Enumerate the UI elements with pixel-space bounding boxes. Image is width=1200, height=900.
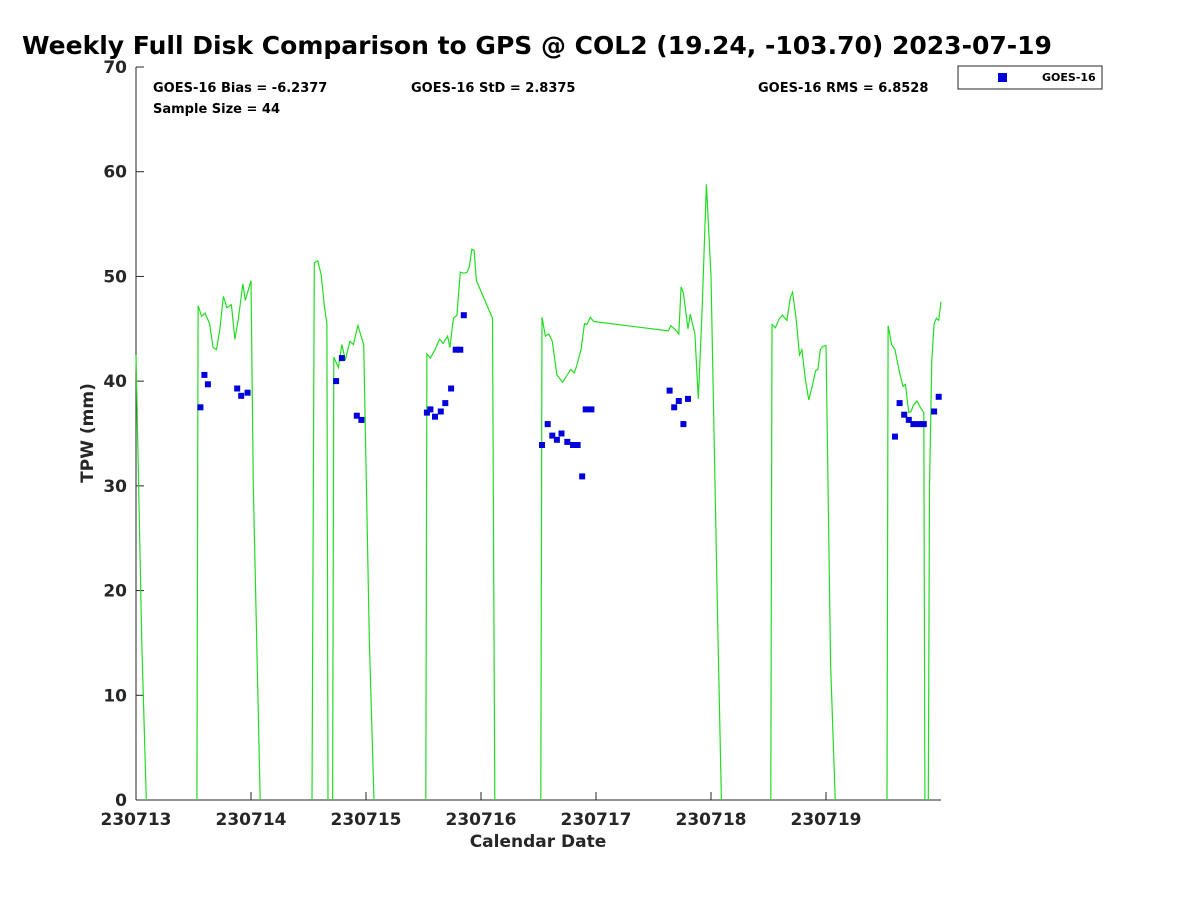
goes-16-point bbox=[920, 421, 927, 428]
x-tick-label: 230715 bbox=[331, 810, 402, 830]
goes-16-point bbox=[570, 442, 576, 448]
chart-title: Weekly Full Disk Comparison to GPS @ COL… bbox=[22, 31, 1052, 60]
goes-16-point bbox=[553, 436, 560, 443]
x-axis-label: Calendar Date bbox=[470, 832, 607, 852]
legend-label-goes-16: GOES-16 bbox=[1042, 71, 1096, 84]
y-tick-label: 40 bbox=[103, 372, 127, 392]
goes-16-point bbox=[579, 473, 586, 480]
gps-line-segment bbox=[311, 259, 329, 801]
goes-16-point bbox=[457, 346, 464, 353]
goes-16-point bbox=[564, 438, 571, 445]
goes-16-point bbox=[931, 408, 938, 415]
gps-line-segment bbox=[135, 354, 147, 801]
goes-16-point bbox=[353, 412, 360, 419]
bias-stat: GOES-16 Bias = -6.2377 bbox=[153, 81, 327, 96]
goes-16-point bbox=[448, 385, 455, 392]
gps-series bbox=[135, 184, 942, 801]
x-tick-label: 230716 bbox=[446, 810, 517, 830]
std-stat: GOES-16 StD = 2.8375 bbox=[411, 81, 575, 96]
gps-line-segment bbox=[332, 323, 375, 801]
x-tick-label: 230718 bbox=[676, 810, 747, 830]
gps-line-segment bbox=[927, 301, 942, 801]
sample-size-stat: Sample Size = 44 bbox=[153, 102, 280, 117]
goes-16-point bbox=[244, 389, 251, 396]
goes-16-series bbox=[197, 312, 942, 480]
x-tick-label: 230719 bbox=[791, 810, 862, 830]
goes-16-point bbox=[204, 381, 211, 388]
goes-16-point bbox=[910, 421, 917, 428]
legend-marker-goes-16 bbox=[998, 73, 1007, 82]
y-tick-label: 10 bbox=[103, 686, 127, 706]
goes-16-point bbox=[671, 404, 678, 411]
goes-16-point bbox=[197, 404, 204, 411]
goes-16-point bbox=[892, 433, 898, 440]
y-axis-label: TPW (mm) bbox=[78, 383, 98, 483]
goes-16-point bbox=[338, 355, 345, 362]
goes-16-point bbox=[539, 442, 545, 448]
y-tick-label: 20 bbox=[103, 582, 127, 602]
x-axis: 230713 230714 230715 230716 230717 230718 2307… bbox=[101, 792, 862, 830]
goes-16-point bbox=[685, 395, 691, 402]
plot-area bbox=[136, 67, 941, 800]
goes-16-point bbox=[544, 421, 551, 428]
x-tick-label: 230713 bbox=[101, 810, 172, 830]
goes-16-point bbox=[442, 400, 449, 407]
rms-stat: GOES-16 RMS = 6.8528 bbox=[758, 81, 928, 96]
goes-16-point bbox=[238, 392, 245, 399]
goes-16-point bbox=[901, 411, 908, 418]
goes-16-point bbox=[460, 312, 467, 319]
goes-16-point bbox=[935, 393, 942, 400]
goes-16-point bbox=[905, 416, 912, 423]
goes-16-point bbox=[234, 385, 241, 392]
gps-line-segment bbox=[196, 280, 261, 801]
y-tick-label: 50 bbox=[103, 267, 127, 287]
gps-line-segment bbox=[425, 248, 496, 801]
goes-16-point bbox=[423, 409, 430, 416]
y-tick-label: 70 bbox=[103, 58, 127, 78]
x-tick-label: 230714 bbox=[216, 810, 287, 830]
goes-16-point bbox=[916, 421, 923, 428]
goes-16-point bbox=[588, 406, 595, 413]
goes-16-point bbox=[896, 400, 903, 407]
goes-16-point bbox=[680, 421, 687, 428]
goes-16-point bbox=[452, 346, 459, 353]
gps-line-segment bbox=[540, 184, 722, 801]
goes-16-point bbox=[549, 432, 556, 439]
goes-16-point bbox=[358, 416, 365, 423]
goes-16-point bbox=[558, 430, 565, 437]
goes-16-point bbox=[427, 406, 434, 413]
legend-box bbox=[957, 65, 1103, 90]
goes-16-point bbox=[201, 371, 208, 378]
goes-16-point bbox=[666, 387, 673, 394]
goes-16-point bbox=[574, 442, 581, 448]
goes-16-point bbox=[333, 378, 340, 385]
gps-line-segment bbox=[886, 325, 926, 801]
y-axis: 0 10 20 30 40 50 60 70 bbox=[103, 58, 144, 811]
y-tick-label: 60 bbox=[103, 163, 127, 183]
y-tick-label: 30 bbox=[103, 477, 127, 497]
goes-16-point bbox=[675, 398, 682, 404]
goes-16-point bbox=[582, 406, 589, 413]
gps-line-segment bbox=[770, 289, 836, 801]
legend: GOES-16 bbox=[957, 65, 1103, 90]
goes-16-point bbox=[437, 408, 444, 415]
goes-16-point bbox=[432, 413, 438, 420]
x-tick-label: 230717 bbox=[561, 810, 632, 830]
y-tick-label: 0 bbox=[115, 791, 127, 811]
